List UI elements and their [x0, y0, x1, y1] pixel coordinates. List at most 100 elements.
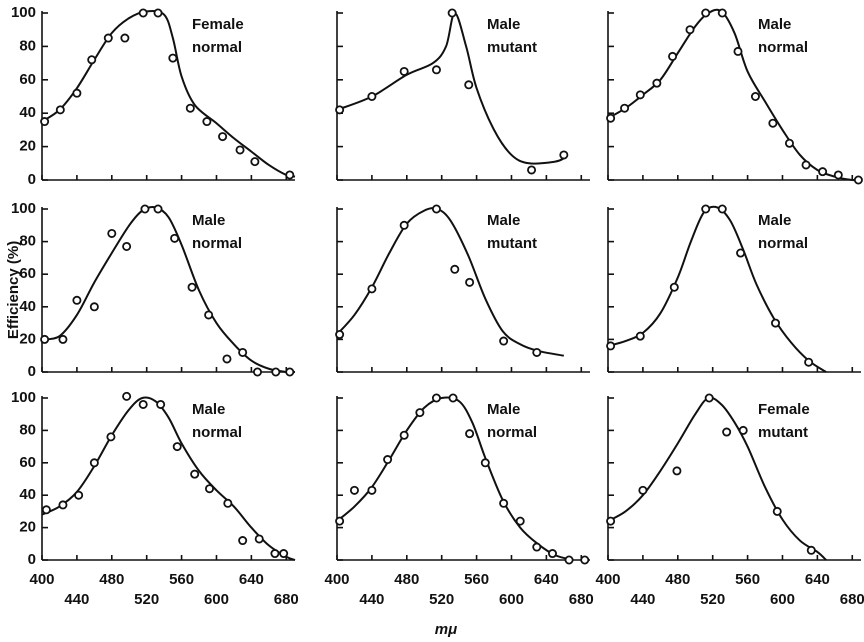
- data-point: [447, 8, 457, 18]
- data-point: [89, 302, 99, 312]
- y-tick-label: 100: [11, 200, 36, 217]
- data-point: [804, 357, 814, 367]
- data-point: [547, 549, 557, 559]
- fitted-curve: [336, 396, 573, 561]
- x-tick-label: 640: [805, 571, 830, 588]
- data-point: [72, 88, 82, 98]
- x-tick-label: 680: [569, 591, 594, 608]
- data-point: [254, 534, 264, 544]
- data-point: [465, 429, 475, 439]
- data-point: [72, 295, 82, 305]
- x-tick-label: 640: [239, 571, 264, 588]
- panel-label: Male: [487, 16, 520, 33]
- data-point: [204, 310, 214, 320]
- panel-label: mutant: [487, 39, 537, 56]
- data-point: [532, 542, 542, 552]
- data-point: [833, 170, 843, 180]
- fitted-curve: [607, 8, 862, 182]
- y-tick-label: 40: [19, 486, 36, 503]
- data-point: [580, 555, 590, 565]
- data-point: [74, 490, 84, 500]
- data-point: [431, 393, 441, 403]
- panel-label: normal: [192, 424, 242, 441]
- panel-label: normal: [487, 424, 537, 441]
- data-point: [40, 334, 50, 344]
- x-tick-label: 600: [770, 591, 795, 608]
- panel-label: normal: [192, 235, 242, 252]
- data-point: [717, 204, 727, 214]
- panel-label: normal: [192, 39, 242, 56]
- x-tick-label: 400: [595, 571, 620, 588]
- panel-label: normal: [758, 235, 808, 252]
- y-tick-label: 20: [19, 138, 36, 155]
- data-point: [140, 204, 150, 214]
- data-point: [738, 425, 748, 435]
- y-tick-label: 20: [19, 519, 36, 536]
- y-tick-label: 100: [11, 4, 36, 21]
- data-point: [367, 284, 377, 294]
- data-point: [218, 132, 228, 142]
- x-tick-label: 560: [169, 571, 194, 588]
- data-point: [606, 516, 616, 526]
- y-tick-label: 0: [28, 171, 36, 188]
- data-point: [635, 331, 645, 341]
- panel-label: mutant: [487, 235, 537, 252]
- y-tick-label: 0: [28, 363, 36, 380]
- data-point: [635, 90, 645, 100]
- y-tick-label: 60: [19, 71, 36, 88]
- x-tick-label: 560: [735, 571, 760, 588]
- y-tick-label: 0: [28, 551, 36, 568]
- data-point: [285, 170, 295, 180]
- data-point: [55, 105, 65, 115]
- x-tick-label: 480: [99, 571, 124, 588]
- data-point: [415, 408, 425, 418]
- data-point: [704, 393, 714, 403]
- fitted-curve: [336, 207, 565, 357]
- data-point: [335, 516, 345, 526]
- data-point: [465, 277, 475, 287]
- panel-label: normal: [758, 39, 808, 56]
- data-point: [235, 145, 245, 155]
- data-point: [448, 393, 458, 403]
- data-point: [606, 341, 616, 351]
- y-tick-label: 60: [19, 265, 36, 282]
- x-tick-label: 400: [324, 571, 349, 588]
- data-point: [58, 500, 68, 510]
- panel-label: Male: [487, 401, 520, 418]
- y-tick-label: 20: [19, 330, 36, 347]
- data-point: [58, 334, 68, 344]
- data-point: [515, 516, 525, 526]
- x-tick-label: 480: [665, 571, 690, 588]
- data-point: [349, 485, 359, 495]
- data-point: [367, 92, 377, 102]
- data-point: [103, 33, 113, 43]
- x-tick-label: 440: [359, 591, 384, 608]
- data-point: [107, 228, 117, 238]
- x-tick-label: 480: [394, 571, 419, 588]
- y-tick-label: 80: [19, 421, 36, 438]
- data-point: [122, 391, 132, 401]
- data-point: [271, 367, 281, 377]
- data-point: [784, 138, 794, 148]
- data-point: [223, 498, 233, 508]
- data-point: [399, 430, 409, 440]
- data-point: [153, 8, 163, 18]
- data-point: [202, 117, 212, 127]
- data-point: [450, 264, 460, 274]
- data-point: [238, 347, 248, 357]
- data-point: [818, 167, 828, 177]
- panel-label: Male: [487, 212, 520, 229]
- y-tick-label: 60: [19, 454, 36, 471]
- panel-label: Female: [192, 16, 244, 33]
- data-point: [40, 117, 50, 127]
- data-point: [190, 469, 200, 479]
- data-point: [285, 367, 295, 377]
- data-point: [532, 347, 542, 357]
- fitted-curve: [607, 205, 827, 373]
- data-point: [768, 118, 778, 128]
- data-point: [187, 282, 197, 292]
- data-point: [464, 80, 474, 90]
- fitted-curve: [41, 206, 296, 374]
- data-point: [853, 175, 863, 185]
